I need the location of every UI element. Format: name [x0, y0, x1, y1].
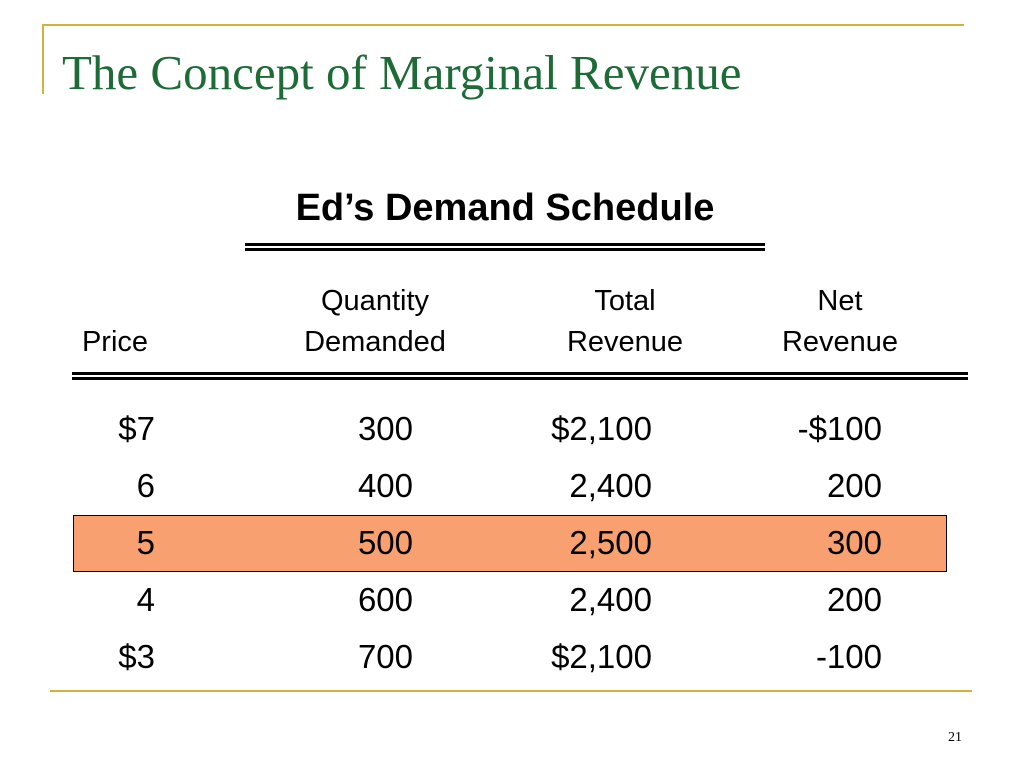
column-header-price: Price [60, 322, 170, 363]
header-double-rule [72, 372, 968, 380]
column-header-line: Total [594, 285, 656, 317]
demand-schedule-table: $7 300 $2,100 -$100 6 400 2,400 200 5 50… [0, 400, 1024, 685]
highlighted-row-box [73, 515, 947, 572]
slide-title: The Concept of Marginal Revenue [62, 45, 742, 100]
net-revenue-cell: 200 [826, 467, 882, 504]
table-row: 4 600 2,400 200 [0, 571, 1024, 628]
total-revenue-cell: $2,100 [551, 410, 652, 447]
quantity-cell: 600 [357, 581, 413, 618]
table-row-highlighted: 5 500 2,500 300 [0, 514, 1024, 571]
price-cell: $7 [118, 410, 155, 447]
table-title: Ed’s Demand Schedule [295, 187, 715, 229]
net-revenue-cell: -$100 [797, 410, 882, 447]
net-revenue-cell: 200 [826, 581, 882, 618]
quantity-cell: 400 [357, 467, 413, 504]
left-border-line [42, 24, 44, 94]
net-revenue-cell: 300 [826, 524, 882, 561]
table-row: $7 300 $2,100 -$100 [0, 400, 1024, 457]
price-cell: $3 [118, 638, 155, 675]
column-header-line: Revenue [566, 326, 684, 358]
price-cell: 5 [136, 524, 155, 561]
quantity-cell: 300 [357, 410, 413, 447]
column-header-line: Demanded [304, 326, 446, 358]
column-header-net-revenue: Net Revenue [760, 281, 920, 363]
total-revenue-cell: 2,400 [569, 581, 652, 618]
column-header-quantity-demanded: Quantity Demanded [270, 281, 480, 363]
table-title-double-rule [245, 243, 765, 251]
total-revenue-cell: 2,500 [569, 524, 652, 561]
column-header-line: Quantity [321, 285, 429, 317]
column-header-total-revenue: Total Revenue [540, 281, 710, 363]
column-header-line: Price [81, 326, 149, 358]
column-header-line: Net [817, 285, 863, 317]
column-header-line: Revenue [781, 326, 899, 358]
table-row: 6 400 2,400 200 [0, 457, 1024, 514]
quantity-cell: 700 [357, 638, 413, 675]
top-border-line [42, 24, 964, 26]
net-revenue-cell: -100 [815, 638, 882, 675]
quantity-cell: 500 [357, 524, 413, 561]
total-revenue-cell: $2,100 [551, 638, 652, 675]
price-cell: 6 [136, 467, 155, 504]
total-revenue-cell: 2,400 [569, 467, 652, 504]
slide-number: 21 [948, 730, 962, 745]
bottom-border-line [50, 690, 972, 692]
price-cell: 4 [136, 581, 155, 618]
table-row: $3 700 $2,100 -100 [0, 628, 1024, 685]
